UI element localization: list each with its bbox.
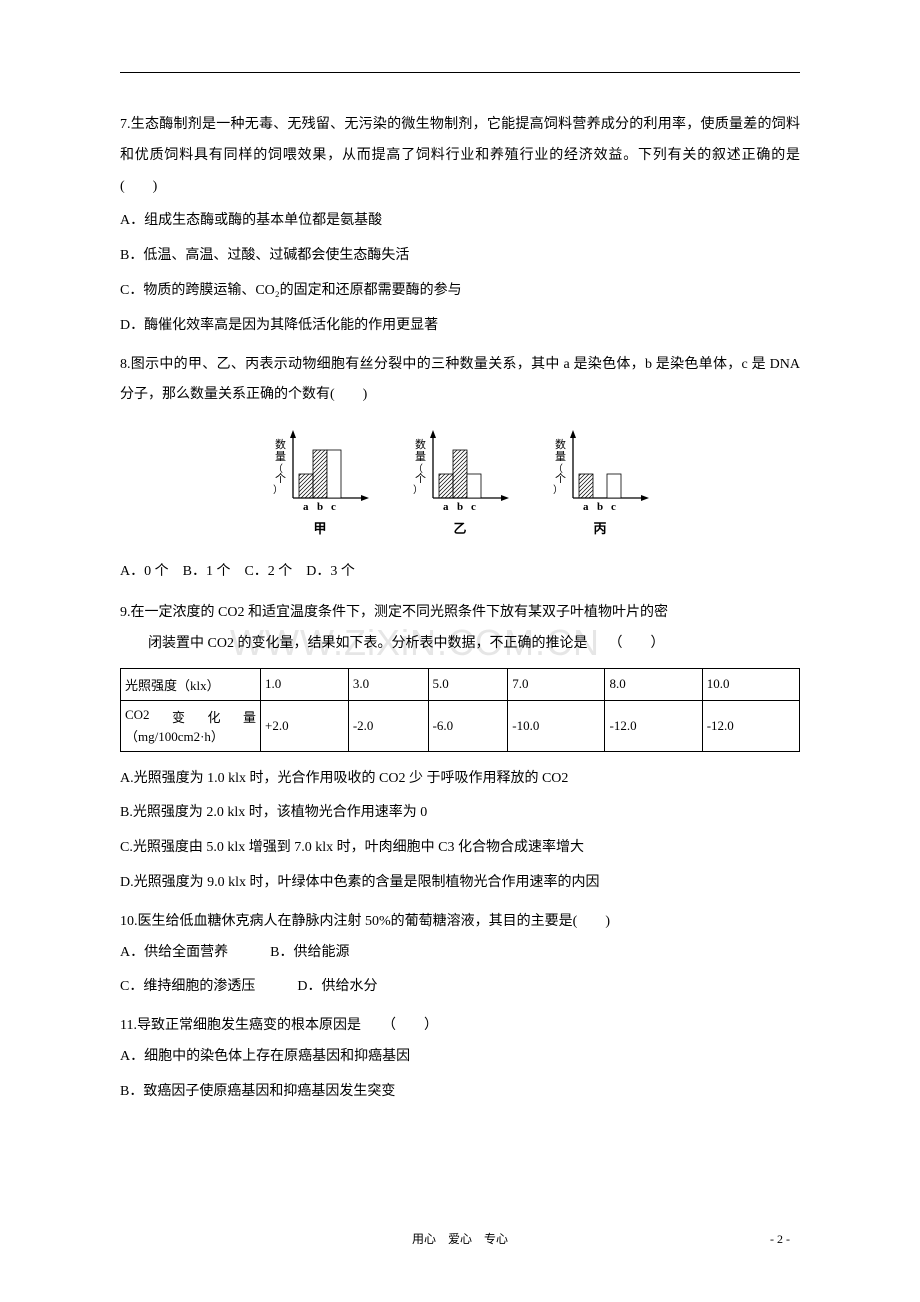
q7-option-c: C．物质的跨膜运输、CO₂的固定和还原都需要酶的参与	[120, 276, 800, 307]
chart-yi-svg: 数 量 （ 个 ） a b c	[405, 426, 515, 516]
table-cell: 3.0	[348, 668, 428, 700]
svg-text:a: a	[303, 501, 309, 513]
svg-text:量: 量	[415, 450, 426, 463]
svg-text:数: 数	[555, 438, 566, 451]
svg-text:数: 数	[415, 438, 426, 451]
table-row: 光照强度（klx） 1.0 3.0 5.0 7.0 8.0 10.0	[121, 668, 800, 700]
svg-text:个: 个	[275, 472, 286, 485]
q8-charts: 数 量 （ 个 ） a b c 甲	[120, 426, 800, 537]
q11-option-b: B．致癌因子使原癌基因和抑癌基因发生突变	[120, 1077, 800, 1108]
svg-text:）: ）	[413, 484, 423, 496]
table-cell: 7.0	[508, 668, 605, 700]
q9-line1: 9.在一定浓度的 CO2 和适宜温度条件下，测定不同光照条件下放有某双子叶植物叶…	[120, 598, 800, 629]
svg-text:a: a	[443, 501, 449, 513]
svg-text:b: b	[317, 501, 323, 513]
q9-table: 光照强度（klx） 1.0 3.0 5.0 7.0 8.0 10.0 CO2变化…	[120, 668, 800, 752]
table-cell: -10.0	[508, 700, 605, 751]
svg-text:c: c	[471, 501, 476, 513]
chart-yi: 数 量 （ 个 ） a b c 乙	[405, 426, 515, 537]
question-11: 11.导致正常细胞发生癌变的根本原因是 （ ） A．细胞中的染色体上存在原癌基因…	[120, 1011, 800, 1107]
table-cell: 8.0	[605, 668, 702, 700]
svg-text:）: ）	[553, 484, 563, 496]
page-number: - 2 -	[770, 1232, 790, 1247]
table-cell: -6.0	[428, 700, 508, 751]
table-cell: +2.0	[261, 700, 349, 751]
question-9: 9.在一定浓度的 CO2 和适宜温度条件下，测定不同光照条件下放有某双子叶植物叶…	[120, 598, 800, 899]
svg-text:b: b	[597, 501, 603, 513]
svg-text:a: a	[583, 501, 589, 513]
q11-text: 11.导致正常细胞发生癌变的根本原因是 （ ）	[120, 1011, 800, 1042]
svg-text:c: c	[611, 501, 616, 513]
q9-line2: 闭装置中 CO2 的变化量，结果如下表。分析表中数据，不正确的推论是 （ ）	[120, 629, 800, 660]
q7-option-a: A．组成生态酶或酶的基本单位都是氨基酸	[120, 206, 800, 237]
q7-text: 7.生态酶制剂是一种无毒、无残留、无污染的微生物制剂，它能提高饲料营养成分的利用…	[120, 110, 800, 202]
chart-jia-label: 甲	[313, 518, 326, 537]
chart-bing: 数 量 （ 个 ） a b c 丙	[545, 426, 655, 537]
table-cell: 光照强度（klx）	[121, 668, 261, 700]
q9-option-d: D.光照强度为 9.0 klx 时，叶绿体中色素的含量是限制植物光合作用速率的内…	[120, 868, 800, 899]
table-row: CO2变化量 （mg/100cm2·h） +2.0 -2.0 -6.0 -10.…	[121, 700, 800, 751]
svg-text:量: 量	[275, 450, 286, 463]
q9-option-b: B.光照强度为 2.0 klx 时，该植物光合作用速率为 0	[120, 798, 800, 829]
question-7: 7.生态酶制剂是一种无毒、无残留、无污染的微生物制剂，它能提高饲料营养成分的利用…	[120, 110, 800, 342]
chart-jia-svg: 数 量 （ 个 ） a b c	[265, 426, 375, 516]
svg-text:）: ）	[273, 484, 283, 496]
table-cell: 10.0	[702, 668, 799, 700]
q9-option-c: C.光照强度由 5.0 klx 增强到 7.0 klx 时，叶肉细胞中 C3 化…	[120, 833, 800, 864]
svg-text:个: 个	[415, 472, 426, 485]
question-8: 8.图示中的甲、乙、丙表示动物细胞有丝分裂中的三种数量关系，其中 a 是染色体，…	[120, 350, 800, 588]
q8-text: 8.图示中的甲、乙、丙表示动物细胞有丝分裂中的三种数量关系，其中 a 是染色体，…	[120, 350, 800, 412]
table-cell: -12.0	[605, 700, 702, 751]
svg-text:个: 个	[555, 472, 566, 485]
q10-text: 10.医生给低血糖休克病人在静脉内注射 50%的葡萄糖溶液，其目的主要是( )	[120, 907, 800, 938]
q7-option-b: B．低温、高温、过酸、过碱都会使生态酶失活	[120, 241, 800, 272]
q9-option-a: A.光照强度为 1.0 klx 时，光合作用吸收的 CO2 少 于呼吸作用释放的…	[120, 764, 800, 795]
table-cell: -2.0	[348, 700, 428, 751]
chart-jia: 数 量 （ 个 ） a b c 甲	[265, 426, 375, 537]
chart-yi-label: 乙	[453, 518, 466, 537]
table-cell: 5.0	[428, 668, 508, 700]
q10-option-ab: A．供给全面营养 B．供给能源	[120, 938, 800, 969]
svg-text:量: 量	[555, 450, 566, 463]
q8-options: A．0 个 B．1 个 C．2 个 D．3 个	[120, 557, 800, 588]
table-cell: 1.0	[261, 668, 349, 700]
q7-option-d: D．酶催化效率高是因为其降低活化能的作用更显著	[120, 311, 800, 342]
page-content: 7.生态酶制剂是一种无毒、无残留、无污染的微生物制剂，它能提高饲料营养成分的利用…	[0, 0, 920, 1176]
svg-text:c: c	[331, 501, 336, 513]
svg-text:b: b	[457, 501, 463, 513]
svg-text:数: 数	[275, 438, 286, 451]
chart-bing-label: 丙	[593, 518, 606, 537]
q10-option-cd: C．维持细胞的渗透压 D．供给水分	[120, 972, 800, 1003]
q11-option-a: A．细胞中的染色体上存在原癌基因和抑癌基因	[120, 1042, 800, 1073]
chart-bing-svg: 数 量 （ 个 ） a b c	[545, 426, 655, 516]
table-cell: CO2变化量 （mg/100cm2·h）	[121, 700, 261, 751]
table-cell: -12.0	[702, 700, 799, 751]
question-10: 10.医生给低血糖休克病人在静脉内注射 50%的葡萄糖溶液，其目的主要是( ) …	[120, 907, 800, 1003]
